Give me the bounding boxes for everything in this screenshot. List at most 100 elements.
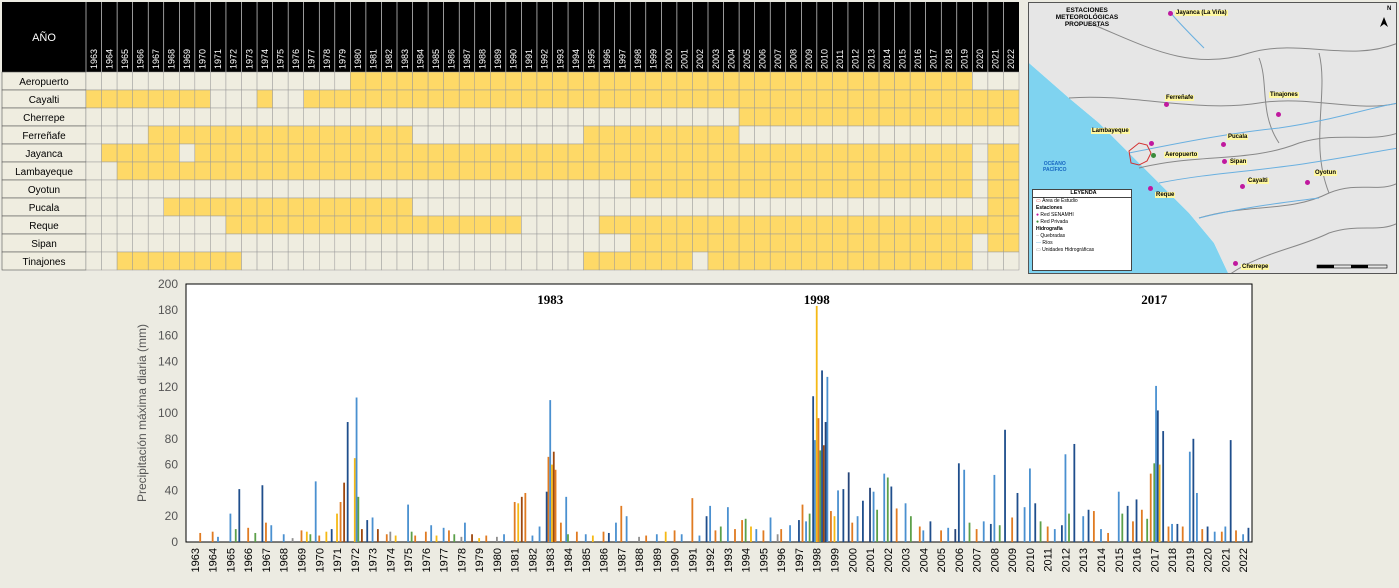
- station-dot-cherrepe[interactable]: [1233, 261, 1238, 266]
- precip-bar: [918, 526, 921, 542]
- availability-cell: [536, 251, 553, 271]
- availability-cell: [987, 143, 1004, 163]
- availability-cell: [474, 215, 491, 235]
- year-header-1964: 1964: [104, 49, 114, 69]
- x-tick-label: 1989: [652, 548, 664, 572]
- station-label-cherrepe: Cherrepe: [1241, 264, 1270, 270]
- availability-cell: [210, 125, 227, 145]
- availability-cell: [272, 107, 289, 127]
- availability-cell: [1003, 197, 1020, 217]
- availability-cell: [676, 107, 693, 127]
- availability-cell: [785, 71, 802, 91]
- availability-cell: [163, 215, 180, 235]
- precip-bar: [325, 531, 328, 542]
- year-header-1972: 1972: [229, 49, 239, 69]
- year-header-2004: 2004: [726, 49, 736, 69]
- availability-cell: [692, 179, 709, 199]
- availability-cell: [847, 179, 864, 199]
- precip-bar: [872, 491, 875, 542]
- availability-cell: [381, 251, 398, 271]
- availability-cell: [909, 143, 926, 163]
- station-dot-pucala[interactable]: [1221, 142, 1226, 147]
- station-label-oyotun: Oyotun: [1314, 170, 1337, 176]
- availability-cell: [334, 251, 351, 271]
- precip-bar: [442, 527, 445, 542]
- availability-cell: [163, 251, 180, 271]
- precip-bar: [559, 522, 562, 542]
- availability-cell: [567, 71, 584, 91]
- availability-cell: [738, 251, 755, 271]
- station-dot-cayalti[interactable]: [1240, 184, 1245, 189]
- station-dot-lambayeque[interactable]: [1149, 141, 1154, 146]
- availability-cell: [365, 71, 382, 91]
- availability-cell: [179, 161, 196, 181]
- availability-cell: [319, 197, 336, 217]
- station-dot-aeropuerto[interactable]: [1151, 153, 1156, 158]
- availability-cell: [987, 215, 1004, 235]
- availability-cell: [474, 251, 491, 271]
- precip-bar: [355, 397, 358, 542]
- availability-cell: [738, 215, 755, 235]
- availability-cell: [847, 125, 864, 145]
- availability-cell: [987, 89, 1004, 109]
- precip-bar: [1100, 529, 1102, 542]
- station-dot-tinajones[interactable]: [1276, 112, 1281, 117]
- availability-cell: [334, 215, 351, 235]
- x-tick-label: 1997: [794, 548, 806, 572]
- availability-cell: [956, 125, 973, 145]
- availability-cell: [116, 143, 133, 163]
- station-dot-oyotun[interactable]: [1305, 180, 1310, 185]
- station-dot-reque[interactable]: [1148, 186, 1153, 191]
- station-dot-ferrenafe[interactable]: [1164, 102, 1169, 107]
- availability-cell: [505, 215, 522, 235]
- x-tick-label: 1973: [368, 548, 380, 572]
- availability-cell: [723, 251, 740, 271]
- availability-cell: [490, 71, 507, 91]
- precip-bar: [814, 440, 816, 542]
- x-tick-label: 1980: [492, 548, 504, 572]
- availability-cell: [692, 143, 709, 163]
- year-header-1974: 1974: [260, 49, 270, 69]
- precip-bar: [217, 536, 219, 542]
- precip-bar: [1176, 523, 1179, 542]
- x-tick-label: 2017: [1149, 548, 1161, 572]
- availability-cell: [1003, 161, 1020, 181]
- availability-cell: [350, 215, 367, 235]
- precip-bar: [254, 532, 257, 542]
- availability-cell: [521, 215, 538, 235]
- x-tick-label: 1966: [243, 548, 255, 572]
- availability-cell: [319, 215, 336, 235]
- x-tick-label: 2012: [1060, 548, 1072, 572]
- availability-cell: [630, 197, 647, 217]
- availability-cell: [132, 251, 149, 271]
- availability-cell: [225, 197, 242, 217]
- year-header-2015: 2015: [897, 49, 907, 69]
- availability-cell: [707, 143, 724, 163]
- x-tick-label: 2002: [883, 548, 895, 572]
- availability-cell: [303, 71, 320, 91]
- y-tick-label: 120: [158, 380, 178, 394]
- year-header-1973: 1973: [244, 49, 254, 69]
- availability-cell: [85, 125, 102, 145]
- precip-bar: [664, 531, 667, 542]
- availability-cell: [645, 89, 662, 109]
- availability-cell: [894, 233, 911, 253]
- precip-bar: [968, 522, 971, 542]
- availability-cell: [427, 89, 444, 109]
- station-dot-sipan[interactable]: [1222, 159, 1227, 164]
- availability-cell: [287, 179, 304, 199]
- station-dot-jayanca[interactable]: [1168, 11, 1173, 16]
- year-header-2017: 2017: [928, 49, 938, 69]
- availability-cell: [132, 125, 149, 145]
- availability-cell: [194, 215, 211, 235]
- availability-cell: [661, 161, 678, 181]
- availability-cell: [474, 125, 491, 145]
- availability-cell: [521, 197, 538, 217]
- availability-cell: [132, 161, 149, 181]
- availability-cell: [676, 71, 693, 91]
- availability-cell: [894, 71, 911, 91]
- availability-cell: [630, 143, 647, 163]
- availability-cell: [179, 233, 196, 253]
- precip-bar: [1156, 410, 1159, 542]
- availability-cell: [101, 197, 118, 217]
